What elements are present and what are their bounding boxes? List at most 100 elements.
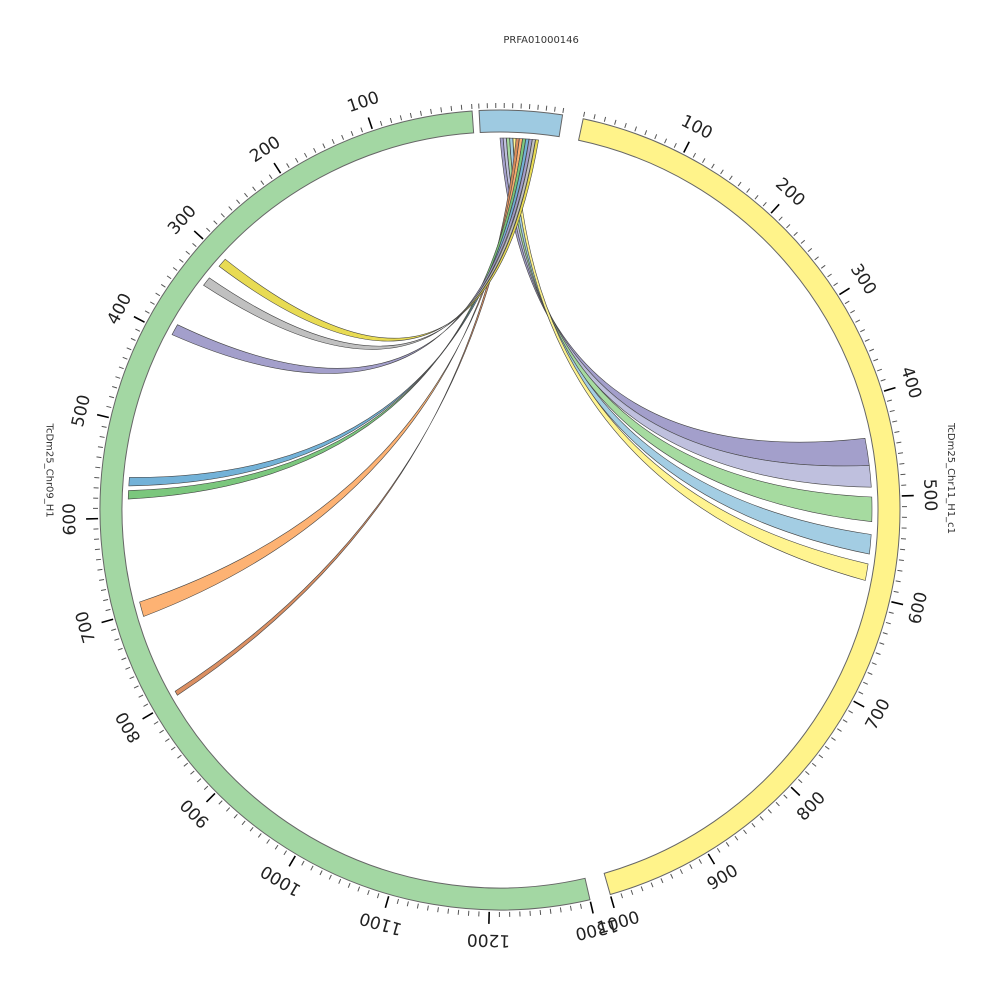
minor-tick — [225, 807, 231, 812]
minor-tick — [711, 163, 715, 169]
minor-tick — [266, 839, 270, 844]
segment-name-chr09: TcDm25_Chr09_H1 — [44, 423, 55, 518]
minor-tick — [389, 117, 393, 124]
minor-tick — [233, 814, 238, 819]
minor-tick — [331, 139, 335, 144]
major-tick — [96, 413, 109, 419]
minor-tick — [283, 850, 287, 856]
minor-tick — [805, 771, 810, 776]
minor-tick — [220, 213, 225, 218]
major-tick — [101, 618, 114, 624]
minor-tick — [620, 893, 623, 899]
minor-tick — [893, 590, 899, 593]
minor-tick — [440, 107, 443, 113]
minor-tick — [427, 905, 429, 911]
tick-label-chr11: 700 — [862, 695, 895, 733]
minor-tick — [654, 134, 658, 140]
major-tick — [367, 117, 373, 130]
minor-tick — [450, 105, 453, 111]
minor-tick — [96, 558, 102, 561]
minor-tick — [895, 580, 901, 583]
minor-tick — [206, 227, 211, 232]
minor-tick — [894, 431, 900, 433]
minor-tick — [155, 292, 161, 297]
minor-tick — [630, 889, 634, 895]
tick-label-chr09: 1200 — [467, 929, 511, 950]
minor-tick — [409, 112, 412, 118]
minor-tick — [338, 878, 342, 884]
segment-name-PRFA: PRFA01000146 — [503, 35, 579, 46]
minor-tick — [257, 833, 262, 838]
minor-tick — [871, 662, 877, 666]
minor-tick — [850, 310, 855, 314]
minor-tick — [96, 456, 102, 459]
minor-tick — [820, 264, 826, 269]
minor-tick — [129, 676, 135, 680]
minor-tick — [130, 337, 136, 341]
tick-label-chr09: 200 — [246, 132, 284, 166]
minor-tick — [897, 569, 903, 572]
tick-label-chr09: 1300 — [573, 914, 620, 943]
minor-tick — [121, 657, 127, 661]
minor-tick — [875, 652, 881, 655]
minor-tick — [634, 126, 637, 132]
minor-tick — [664, 138, 668, 144]
minor-tick — [554, 106, 556, 112]
tick-label-chr09: 500 — [68, 393, 95, 429]
minor-tick — [172, 267, 178, 271]
major-tick — [853, 700, 865, 708]
minor-tick — [863, 681, 868, 685]
minor-tick — [295, 157, 299, 163]
minor-tick — [898, 559, 904, 561]
minor-tick — [115, 376, 121, 379]
minor-tick — [640, 886, 644, 892]
major-tick — [610, 896, 615, 909]
tick-label-chr11: 300 — [846, 261, 880, 299]
minor-tick — [729, 175, 733, 181]
minor-tick — [886, 399, 892, 402]
link-orange — [139, 138, 523, 617]
minor-tick — [786, 224, 791, 229]
minor-tick — [716, 847, 721, 853]
minor-tick — [692, 152, 697, 158]
major-tick — [883, 386, 896, 392]
minor-tick — [720, 169, 724, 175]
minor-tick — [833, 282, 839, 287]
minor-tick — [888, 611, 894, 614]
minor-tick — [844, 300, 850, 305]
minor-tick — [328, 874, 332, 880]
minor-tick — [864, 338, 870, 342]
tick-label-chr09: 1000 — [257, 861, 304, 900]
minor-tick — [322, 143, 326, 149]
tick-label-chr09: 1100 — [357, 908, 404, 939]
link-yellow — [512, 137, 869, 581]
minor-tick — [860, 329, 866, 333]
tick-label-chr11: 600 — [905, 590, 932, 626]
minor-tick — [889, 409, 895, 413]
minor-tick — [396, 898, 399, 904]
minor-tick — [97, 568, 103, 571]
minor-tick — [95, 466, 101, 469]
tick-label-chr09: 300 — [164, 201, 201, 238]
minor-tick — [406, 901, 409, 907]
tick-label-chr11: 100 — [678, 111, 716, 144]
minor-tick — [149, 301, 155, 305]
minor-tick — [228, 206, 233, 211]
major-tick — [288, 855, 296, 867]
minor-tick — [347, 882, 351, 888]
minor-tick — [379, 120, 383, 126]
minor-tick — [855, 319, 861, 323]
minor-tick — [754, 195, 759, 200]
minor-tick — [310, 865, 314, 871]
minor-tick — [143, 703, 149, 707]
minor-tick — [135, 328, 141, 332]
minor-tick — [867, 672, 873, 675]
minor-tick — [689, 864, 693, 870]
minor-tick — [350, 130, 354, 137]
minor-tick — [737, 181, 742, 187]
minor-tick — [793, 231, 798, 236]
minor-tick — [252, 186, 257, 192]
minor-tick — [111, 628, 117, 631]
minor-tick — [842, 719, 848, 723]
